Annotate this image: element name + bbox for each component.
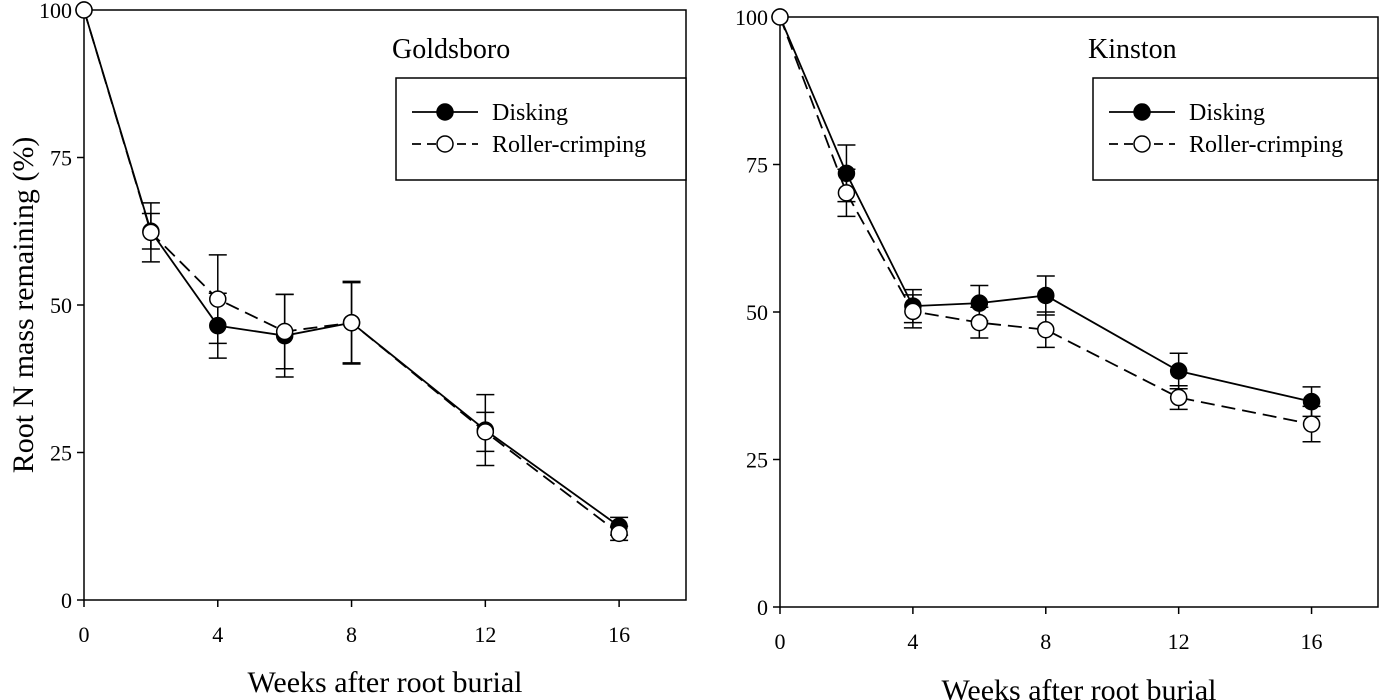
x-tick-label: 0 xyxy=(79,622,90,647)
data-point-roller-crimping xyxy=(1037,320,1055,339)
panel-kinston: 0 4 8 12 16 0 25 50 75 100 Weeks after root burial… xyxy=(735,5,1379,700)
data-point-disking xyxy=(1037,286,1055,305)
legend-label: Roller-crimping xyxy=(1189,132,1343,158)
legend-label: Disking xyxy=(492,100,568,126)
legend-marker xyxy=(436,135,454,153)
legend-box xyxy=(395,77,687,181)
y-tick-label: 50 xyxy=(746,300,768,325)
data-point-roller-crimping xyxy=(75,1,93,19)
x-tick-label: 8 xyxy=(346,622,357,647)
x-tick-label: 16 xyxy=(1301,629,1323,654)
legend-marker xyxy=(1133,103,1151,121)
y-tick-label: 25 xyxy=(50,441,72,466)
y-tick-label: 100 xyxy=(39,0,72,23)
x-axis-title: Weeks after root burial xyxy=(248,666,523,699)
data-point-roller-crimping xyxy=(275,322,294,341)
data-point-roller-crimping xyxy=(142,223,160,242)
x-tick-label: 16 xyxy=(608,622,630,647)
data-point-roller-crimping xyxy=(970,313,989,332)
panel-title: Kinston xyxy=(1088,34,1177,65)
data-point-roller-crimping xyxy=(342,313,361,332)
data-point-roller-crimping xyxy=(837,184,856,202)
legend-marker xyxy=(1133,135,1151,153)
legend-label: Roller-crimping xyxy=(492,132,646,158)
y-tick-label: 75 xyxy=(746,153,768,178)
data-point-roller-crimping xyxy=(476,423,495,441)
data-point-roller-crimping xyxy=(904,302,922,321)
data-point-disking xyxy=(209,316,227,335)
data-point-roller-crimping xyxy=(610,524,628,543)
legend-box xyxy=(1092,77,1379,181)
data-point-disking xyxy=(1302,392,1321,411)
x-tick-label: 12 xyxy=(474,622,496,647)
data-point-roller-crimping xyxy=(771,8,789,26)
data-point-disking xyxy=(970,294,989,312)
x-tick-label: 12 xyxy=(1168,629,1190,654)
y-tick-label: 25 xyxy=(746,448,768,473)
y-tick-label: 100 xyxy=(735,5,768,30)
y-tick-label: 0 xyxy=(757,595,768,620)
x-axis-title: Weeks after root burial xyxy=(942,674,1217,700)
data-point-disking xyxy=(837,164,856,183)
data-point-disking xyxy=(1169,362,1188,380)
data-point-roller-crimping xyxy=(209,290,227,308)
x-tick-label: 0 xyxy=(775,629,786,654)
x-tick-label: 4 xyxy=(907,629,918,654)
y-tick-label: 50 xyxy=(50,293,72,318)
legend-marker xyxy=(436,103,454,121)
legend-label: Disking xyxy=(1189,100,1265,126)
x-tick-label: 4 xyxy=(212,622,223,647)
y-axis-title: Root N mass remaining (%) xyxy=(7,137,40,474)
y-tick-label: 0 xyxy=(61,588,72,613)
x-tick-label: 8 xyxy=(1040,629,1051,654)
y-tick-label: 75 xyxy=(50,146,72,171)
data-point-roller-crimping xyxy=(1302,415,1321,433)
panel-goldsboro: 0 4 8 12 16 0 25 50 75 100 Weeks after root burial… xyxy=(7,0,687,699)
data-point-roller-crimping xyxy=(1169,388,1188,407)
panel-title: Goldsboro xyxy=(392,34,510,65)
